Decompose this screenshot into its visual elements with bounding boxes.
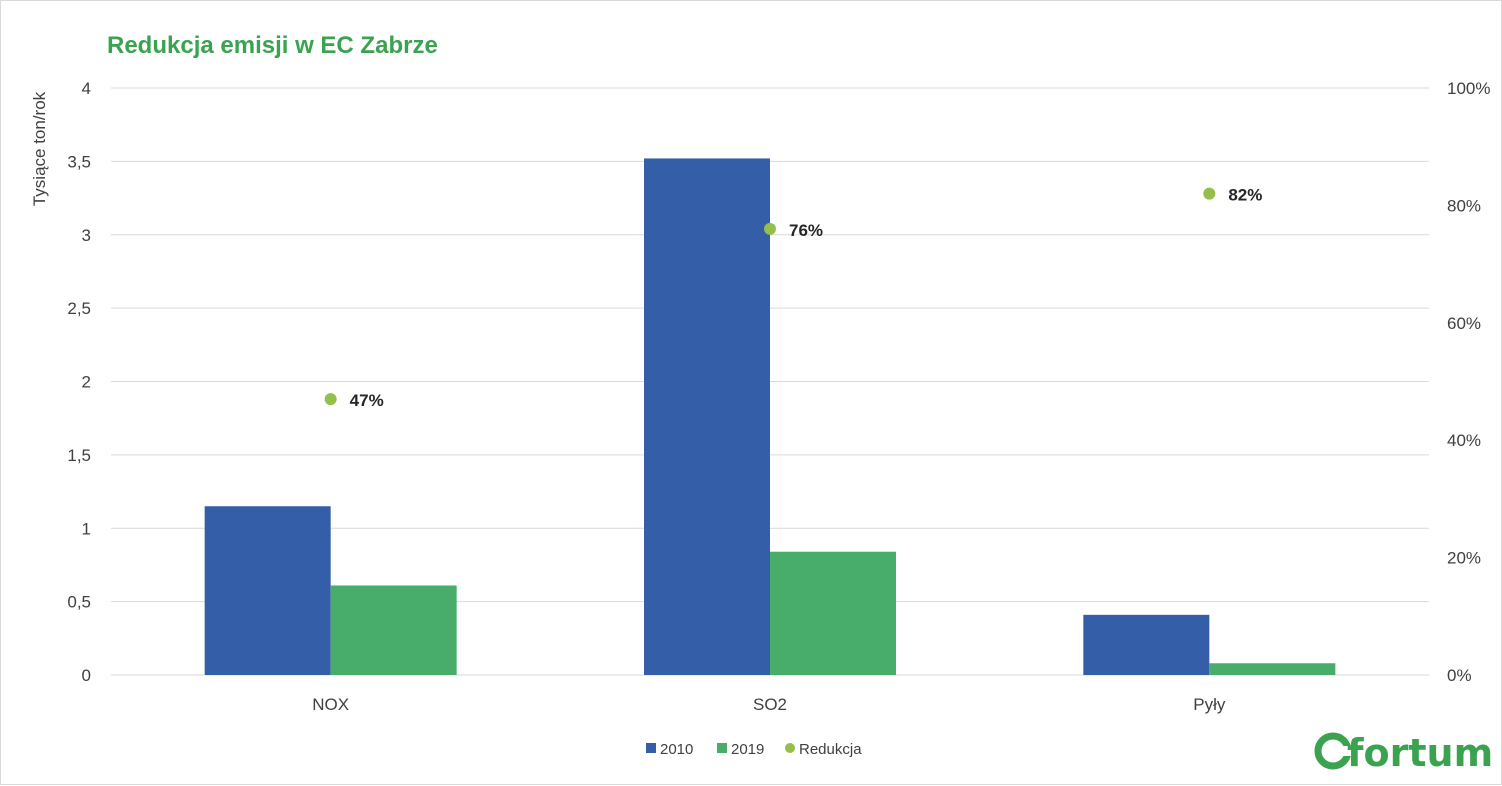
fortum-logo-text: fortum — [1347, 731, 1493, 775]
bar-2010 — [644, 158, 770, 675]
category-label: SO2 — [753, 695, 787, 714]
fortum-logo-icon — [1314, 732, 1353, 770]
legend-swatch-2010 — [646, 743, 656, 753]
category-labels: NOX SO2 Pyły — [312, 695, 1226, 714]
left-tick-label: 1,5 — [67, 446, 91, 465]
bar-2019 — [770, 551, 896, 675]
right-axis-ticks: 0% 20% 40% 60% 80% 100% — [1447, 79, 1490, 685]
left-axis-ticks: 0 0,5 1 1,5 2 2,5 3 3,5 4 — [67, 79, 91, 685]
fortum-logo: fortum — [1314, 731, 1493, 775]
left-tick-label: 3,5 — [67, 152, 91, 171]
legend-label: 2019 — [731, 741, 764, 758]
reduction-point — [324, 393, 337, 406]
bar-2010 — [204, 506, 331, 675]
right-tick-label: 60% — [1447, 314, 1481, 333]
bars — [204, 158, 1336, 675]
left-tick-label: 1 — [82, 519, 91, 538]
reduction-data-label: 47% — [350, 391, 384, 410]
legend-label: 2010 — [660, 741, 693, 758]
right-tick-label: 100% — [1447, 79, 1490, 98]
legend: 2010 2019 Redukcja — [646, 741, 862, 758]
legend-swatch-2019 — [717, 743, 727, 753]
left-tick-label: 0,5 — [67, 593, 91, 612]
reduction-data-label: 76% — [789, 221, 823, 240]
reduction-point — [1203, 187, 1216, 200]
reduction-data-label: 82% — [1228, 186, 1262, 205]
category-label: Pyły — [1193, 695, 1226, 714]
left-tick-label: 0 — [82, 666, 91, 685]
bar-2019 — [1209, 663, 1336, 675]
legend-label: Redukcja — [799, 741, 862, 758]
right-tick-label: 40% — [1447, 431, 1481, 450]
left-tick-label: 2,5 — [67, 299, 91, 318]
left-tick-label: 4 — [82, 79, 91, 98]
left-tick-label: 3 — [82, 226, 91, 245]
right-tick-label: 80% — [1447, 196, 1481, 215]
left-tick-label: 2 — [82, 373, 91, 392]
reduction-points: 47% 76% 82% — [324, 186, 1262, 410]
category-label: NOX — [312, 695, 349, 714]
chart-title: Redukcja emisji w EC Zabrze — [107, 32, 438, 59]
right-tick-label: 20% — [1447, 549, 1481, 568]
bar-2010 — [1083, 614, 1210, 675]
bar-2019 — [330, 585, 457, 675]
right-tick-label: 0% — [1447, 666, 1472, 685]
reduction-point — [764, 222, 776, 235]
y-axis-title: Tysiące ton/rok — [30, 91, 49, 206]
legend-marker-Redukcja — [785, 743, 795, 753]
